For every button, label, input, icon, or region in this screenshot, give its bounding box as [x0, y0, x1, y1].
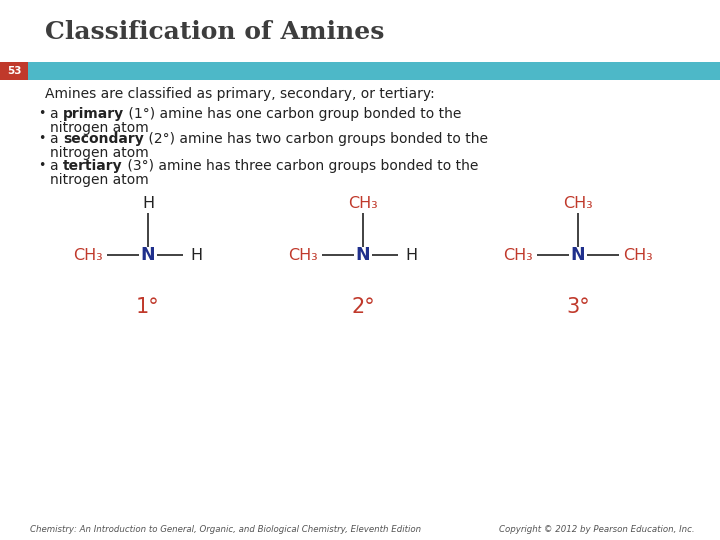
Text: a: a [50, 107, 63, 121]
Text: CH₃: CH₃ [348, 196, 378, 211]
Text: Chemistry: An Introduction to General, Organic, and Biological Chemistry, Eleven: Chemistry: An Introduction to General, O… [30, 525, 421, 534]
Text: Classification of Amines: Classification of Amines [45, 20, 384, 44]
Text: N: N [571, 246, 585, 264]
Text: Copyright © 2012 by Pearson Education, Inc.: Copyright © 2012 by Pearson Education, I… [500, 525, 695, 534]
Text: primary: primary [63, 107, 124, 121]
Text: 2°: 2° [351, 297, 375, 317]
Bar [0, 62, 720, 80]
Text: H: H [142, 196, 154, 211]
Text: CH₃: CH₃ [73, 247, 103, 262]
Text: •: • [38, 107, 45, 120]
Text: N: N [140, 246, 156, 264]
Bar [0, 62, 28, 80]
Text: a: a [50, 132, 63, 146]
Text: (3°) amine has three carbon groups bonded to the: (3°) amine has three carbon groups bonde… [122, 159, 478, 173]
Text: 1°: 1° [136, 297, 160, 317]
Text: tertiary: tertiary [63, 159, 122, 173]
Text: a: a [50, 159, 63, 173]
Text: H: H [405, 247, 417, 262]
Text: CH₃: CH₃ [503, 247, 533, 262]
Text: (2°) amine has two carbon groups bonded to the: (2°) amine has two carbon groups bonded … [144, 132, 487, 146]
Text: •: • [38, 159, 45, 172]
Text: CH₃: CH₃ [288, 247, 318, 262]
Text: Amines are classified as primary, secondary, or tertiary:: Amines are classified as primary, second… [45, 87, 435, 101]
Text: (1°) amine has one carbon group bonded to the: (1°) amine has one carbon group bonded t… [124, 107, 462, 121]
Text: CH₃: CH₃ [563, 196, 593, 211]
Text: •: • [38, 132, 45, 145]
Text: nitrogen atom: nitrogen atom [50, 146, 149, 160]
Text: 3°: 3° [566, 297, 590, 317]
Text: CH₃: CH₃ [623, 247, 653, 262]
Text: nitrogen atom: nitrogen atom [50, 121, 149, 135]
Text: secondary: secondary [63, 132, 144, 146]
Text: 53: 53 [6, 66, 22, 76]
Text: H: H [190, 247, 202, 262]
Text: nitrogen atom: nitrogen atom [50, 173, 149, 187]
Text: N: N [356, 246, 370, 264]
